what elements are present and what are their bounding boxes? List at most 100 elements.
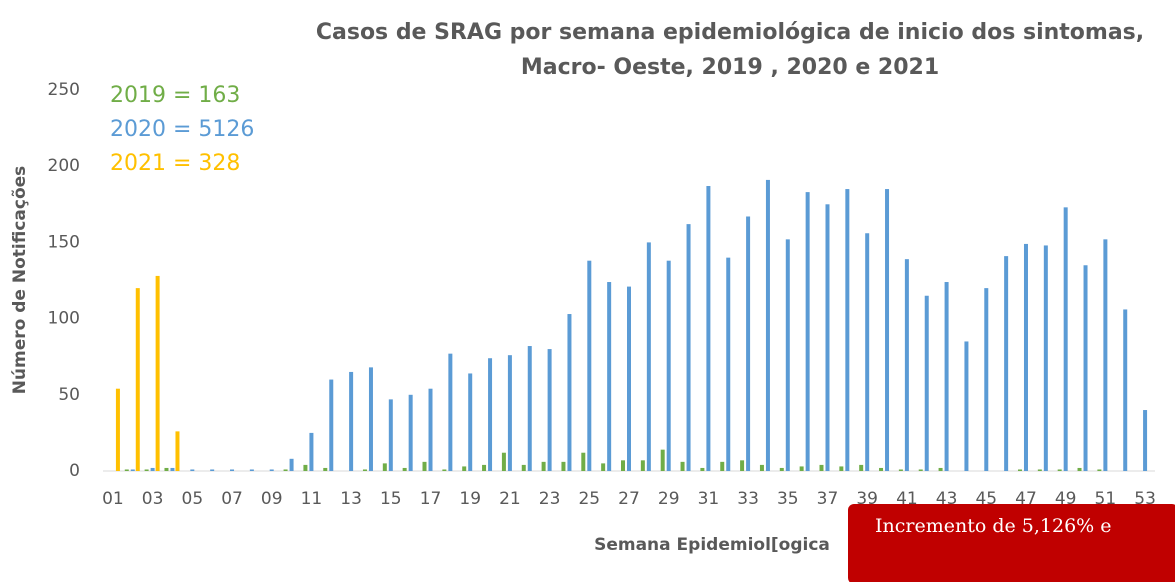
x-tick-label: 01 xyxy=(102,489,124,509)
x-tick-label: 09 xyxy=(261,489,283,509)
bar xyxy=(230,469,235,471)
bar xyxy=(765,179,770,471)
bar xyxy=(170,467,175,471)
bar xyxy=(1083,265,1088,471)
bar xyxy=(283,469,288,471)
bar xyxy=(541,461,546,471)
x-tick-label: 43 xyxy=(936,489,958,509)
bar xyxy=(155,275,160,471)
bar xyxy=(587,260,592,471)
bar xyxy=(482,464,487,471)
x-tick-label: 27 xyxy=(618,489,640,509)
bar xyxy=(819,464,824,471)
bar xyxy=(1023,243,1028,471)
bar xyxy=(1037,469,1042,471)
bar xyxy=(706,186,711,471)
bar xyxy=(904,259,909,471)
bar xyxy=(720,461,725,471)
bar xyxy=(303,464,308,471)
bar xyxy=(164,467,169,471)
x-tick-label: 13 xyxy=(340,489,362,509)
bar xyxy=(1063,207,1068,471)
bar xyxy=(759,464,764,471)
bar xyxy=(779,467,784,471)
x-tick-label: 47 xyxy=(1015,489,1037,509)
bar xyxy=(825,204,830,472)
bar xyxy=(799,466,804,471)
bar xyxy=(621,460,625,471)
bar xyxy=(249,469,254,471)
x-tick-label: 31 xyxy=(698,489,720,509)
bar xyxy=(289,458,294,471)
bar xyxy=(1043,245,1048,471)
x-tick-label: 17 xyxy=(420,489,442,509)
bar xyxy=(527,346,532,471)
bar xyxy=(323,467,328,471)
bar xyxy=(547,349,552,471)
annotation: Incremento de 5,126% e xyxy=(875,515,1112,537)
bar xyxy=(1004,256,1009,471)
bar xyxy=(368,367,373,471)
y-tick-label: 0 xyxy=(69,461,80,481)
bar xyxy=(785,239,790,471)
x-tick-label: 23 xyxy=(539,489,561,509)
bar xyxy=(646,242,651,471)
bar xyxy=(607,282,612,471)
bar xyxy=(388,399,393,471)
bar xyxy=(124,469,129,471)
bar xyxy=(865,233,870,471)
bar xyxy=(601,463,606,471)
y-tick-label: 250 xyxy=(48,80,80,100)
x-tick-label: 33 xyxy=(737,489,759,509)
bar xyxy=(805,192,810,471)
chart-title: Macro- Oeste, 2019 , 2020 e 2021 xyxy=(521,55,939,80)
bar xyxy=(488,358,493,471)
bar xyxy=(210,469,215,471)
bar xyxy=(521,464,526,471)
y-tick-label: 150 xyxy=(48,232,80,252)
bar xyxy=(309,432,314,471)
bar xyxy=(898,469,903,471)
bar xyxy=(885,189,890,471)
bar xyxy=(190,469,195,471)
bar xyxy=(442,469,447,471)
x-tick-label: 11 xyxy=(301,489,323,509)
bar xyxy=(130,469,135,471)
bar xyxy=(746,216,751,471)
bar xyxy=(984,288,989,471)
x-tick-label: 51 xyxy=(1095,489,1117,509)
bar xyxy=(1103,239,1108,471)
bar xyxy=(448,353,453,471)
annotation-box xyxy=(848,504,1175,584)
bar xyxy=(428,388,433,471)
bar xyxy=(938,467,943,471)
y-tick-label: 100 xyxy=(48,309,80,329)
chart-title: Casos de SRAG por semana epidemiológica … xyxy=(316,20,1144,45)
x-tick-label: 49 xyxy=(1055,489,1077,509)
x-tick-label: 45 xyxy=(975,489,997,509)
x-tick-label: 07 xyxy=(221,489,243,509)
bar xyxy=(561,461,566,471)
bar xyxy=(507,355,512,471)
y-tick-label: 50 xyxy=(58,385,80,405)
bar xyxy=(567,314,572,471)
bar xyxy=(581,452,586,471)
bar xyxy=(640,460,645,471)
legend-label: 2021 = 328 xyxy=(110,151,240,176)
bar xyxy=(839,466,844,471)
x-tick-label: 25 xyxy=(578,489,600,509)
bar xyxy=(1077,467,1082,471)
bar xyxy=(666,260,671,471)
bar xyxy=(1143,410,1148,471)
bar xyxy=(845,189,850,471)
x-tick-label: 03 xyxy=(142,489,164,509)
x-tick-label: 53 xyxy=(1134,489,1156,509)
bar xyxy=(944,282,949,471)
bar xyxy=(349,371,354,471)
bar xyxy=(859,464,864,471)
bar xyxy=(924,295,929,471)
bar xyxy=(680,461,685,471)
bar xyxy=(1097,469,1102,471)
bar xyxy=(362,469,367,471)
